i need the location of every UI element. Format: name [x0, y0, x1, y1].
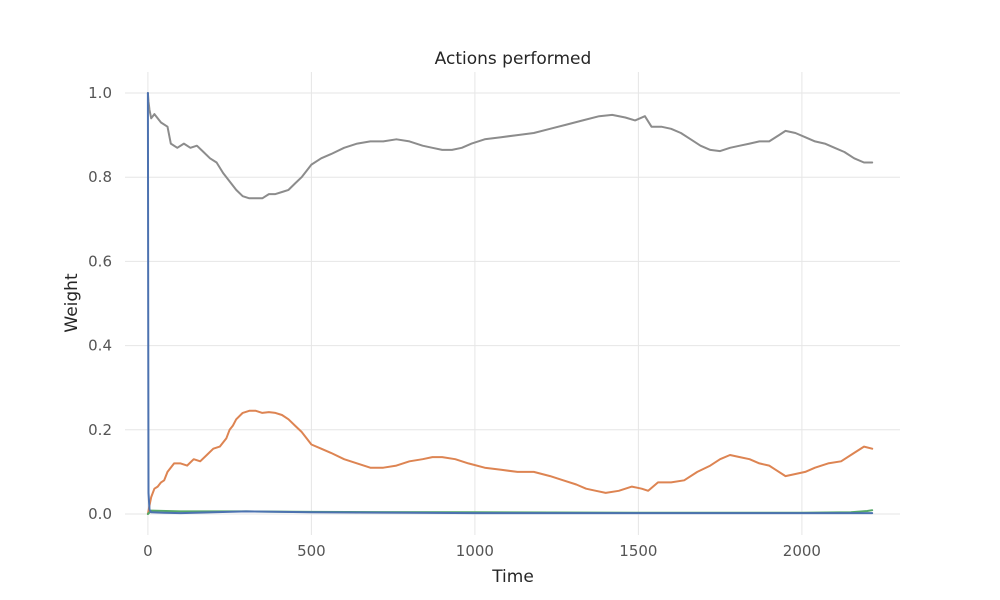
- series-line-4: [146, 92, 874, 515]
- grid: [125, 72, 900, 535]
- series-line-2: [146, 409, 874, 515]
- series-line-1: [146, 92, 874, 200]
- y-axis-label: Weight: [62, 273, 82, 333]
- y-tick-label: 1.0: [88, 84, 112, 102]
- y-tick-label: 0.8: [88, 168, 112, 186]
- x-tick-label: 0: [143, 542, 153, 560]
- x-tick-label: 1000: [456, 542, 494, 560]
- x-tick-label: 2000: [783, 542, 821, 560]
- y-tick-label: 0.2: [88, 421, 112, 439]
- y-tick-label: 0.6: [88, 252, 112, 270]
- x-tick-label: 1500: [619, 542, 657, 560]
- x-axis-label: Time: [491, 567, 534, 587]
- chart-title: Actions performed: [435, 49, 592, 69]
- x-tick-label: 500: [297, 542, 326, 560]
- y-tick-label: 0.4: [88, 337, 112, 355]
- series-lines: [146, 92, 874, 515]
- tick-labels: 0 500 1000 1500 2000 0.0 0.2 0.4 0.6 0.8 1.0: [88, 84, 821, 560]
- y-tick-label: 0.0: [88, 505, 112, 523]
